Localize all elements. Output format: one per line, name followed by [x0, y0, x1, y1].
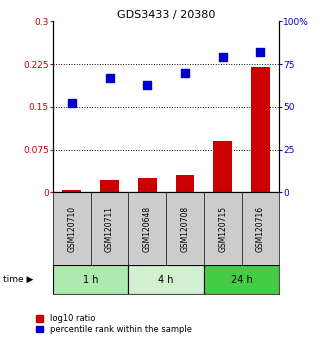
Text: GSM120710: GSM120710 — [67, 206, 76, 252]
Text: 1 h: 1 h — [83, 275, 99, 285]
Bar — [100, 180, 119, 193]
Bar — [204, 265, 279, 295]
Point — [220, 55, 225, 60]
Text: GSM120708: GSM120708 — [180, 206, 189, 252]
Bar — [53, 265, 128, 295]
Bar — [251, 67, 270, 193]
Text: 4 h: 4 h — [158, 275, 174, 285]
Bar — [62, 190, 81, 193]
Bar — [213, 141, 232, 193]
Text: GSM120711: GSM120711 — [105, 206, 114, 252]
Point — [145, 82, 150, 87]
Point — [107, 75, 112, 81]
Text: time ▶: time ▶ — [3, 275, 34, 284]
Legend: log10 ratio, percentile rank within the sample: log10 ratio, percentile rank within the … — [36, 314, 192, 334]
Text: 24 h: 24 h — [231, 275, 252, 285]
Bar — [176, 175, 195, 193]
Text: GSM120648: GSM120648 — [143, 206, 152, 252]
Text: GSM120716: GSM120716 — [256, 206, 265, 252]
Bar — [138, 178, 157, 193]
Bar — [128, 265, 204, 295]
Point — [258, 49, 263, 55]
Title: GDS3433 / 20380: GDS3433 / 20380 — [117, 11, 215, 21]
Point — [69, 101, 74, 106]
Point — [182, 70, 187, 75]
Text: GSM120715: GSM120715 — [218, 206, 227, 252]
